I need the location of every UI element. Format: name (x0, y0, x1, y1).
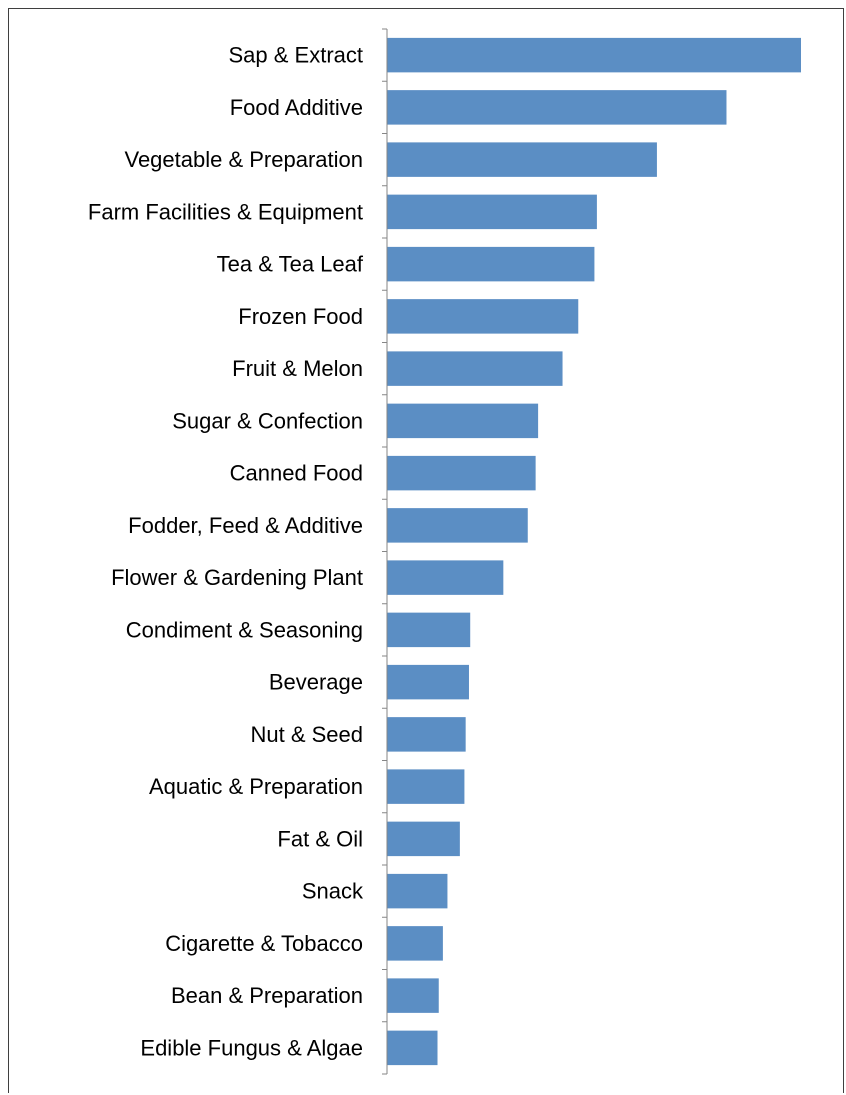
category-label: Bean & Preparation (171, 983, 363, 1008)
bar (387, 299, 579, 334)
bar (387, 821, 460, 857)
bar (387, 403, 539, 439)
category-label: Vegetable & Preparation (124, 147, 363, 172)
bar (387, 560, 504, 595)
bar (387, 351, 563, 386)
category-label: Sugar & Confection (172, 408, 363, 433)
category-label: Farm Facilities & Equipment (88, 199, 363, 224)
category-label: Fruit & Melon (232, 356, 363, 381)
bar (387, 1030, 438, 1066)
bar (387, 978, 439, 1013)
bar (387, 90, 727, 125)
category-label: Edible Fungus & Algae (140, 1035, 363, 1060)
bar (387, 508, 528, 543)
category-label: Condiment & Seasoning (126, 617, 363, 642)
category-label: Fat & Oil (277, 826, 363, 851)
bar (387, 664, 469, 700)
category-labels: Sap & Extract Food Additive Vegetable & Pr… (88, 43, 364, 1061)
bar (387, 612, 471, 648)
category-label: Nut & Seed (250, 722, 363, 747)
bar (387, 194, 597, 230)
bar (387, 246, 595, 282)
category-label: Beverage (269, 670, 363, 695)
category-label: Aquatic & Preparation (149, 774, 363, 799)
bar (387, 455, 536, 491)
chart-frame: Sap & Extract Food Additive Vegetable & Pr… (8, 8, 844, 1093)
category-label: Frozen Food (238, 304, 363, 329)
bar (387, 926, 443, 961)
category-label: Fodder, Feed & Additive (128, 513, 363, 538)
category-label: Food Additive (230, 95, 363, 120)
category-label: Sap & Extract (228, 43, 363, 68)
category-axis (382, 28, 388, 1075)
category-label: Flower & Gardening Plant (111, 565, 363, 590)
bar (387, 769, 465, 804)
category-label: Canned Food (230, 461, 363, 486)
bar-chart: Sap & Extract Food Additive Vegetable & Pr… (88, 28, 801, 1075)
category-label: Cigarette & Tobacco (165, 931, 363, 956)
bar (387, 142, 657, 177)
category-label: Snack (302, 879, 364, 904)
bar (387, 873, 448, 909)
bar (387, 717, 466, 752)
bars (387, 37, 801, 1066)
bar (387, 37, 801, 73)
category-label: Tea & Tea Leaf (217, 252, 364, 277)
